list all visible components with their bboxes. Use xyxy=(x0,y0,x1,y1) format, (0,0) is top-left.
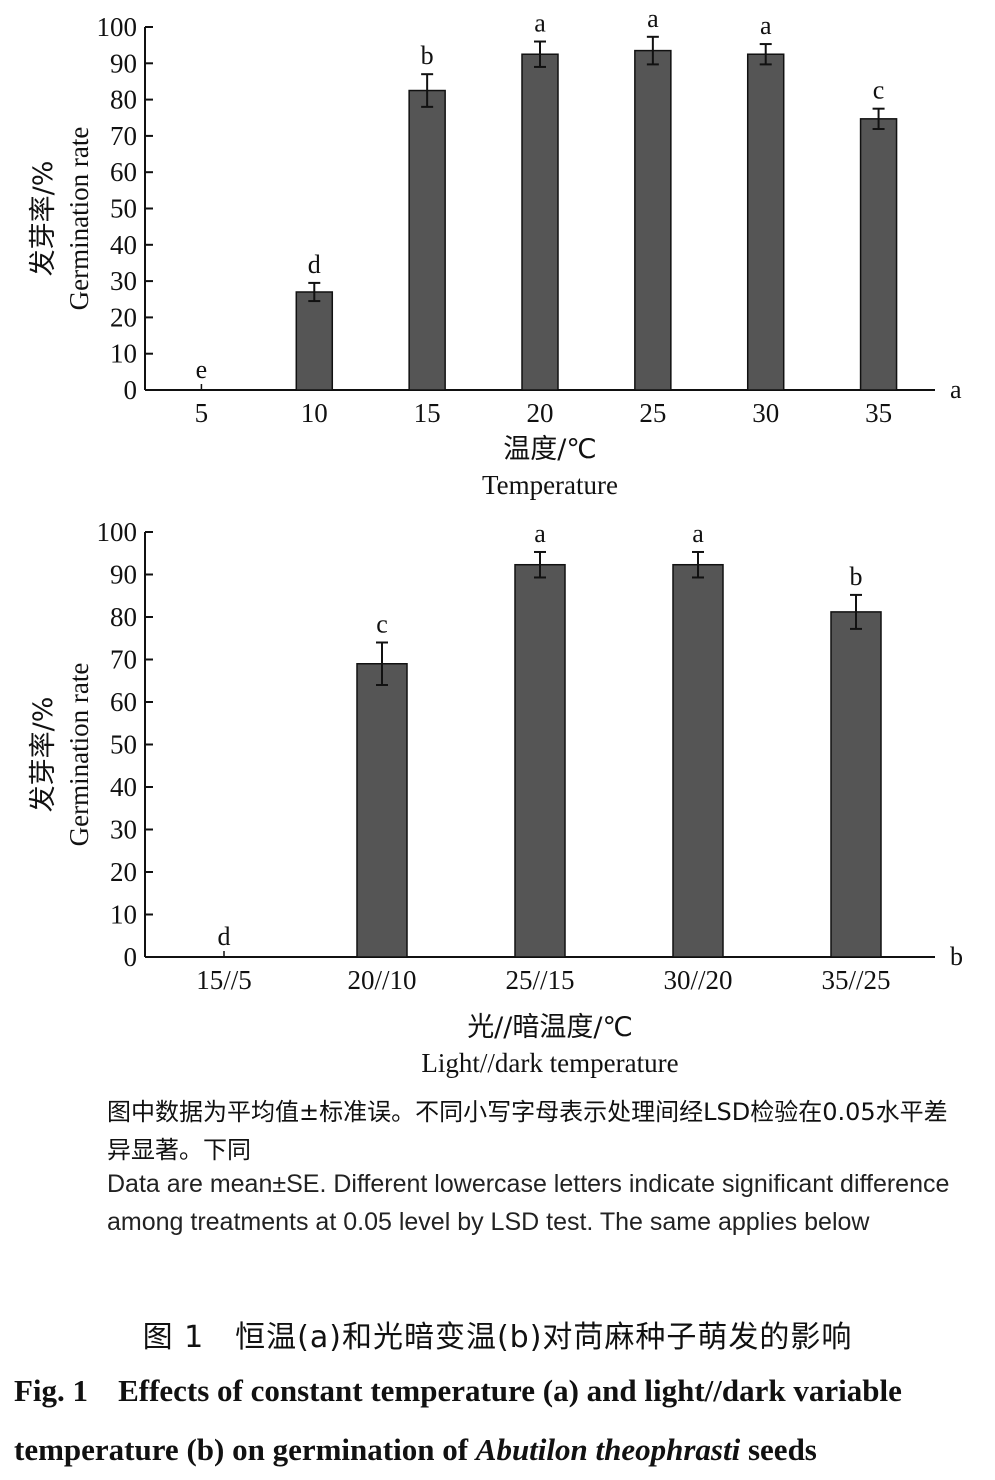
panel-b-y-tick-label: 90 xyxy=(110,560,137,590)
figure-note-chinese: 图中数据为平均值±标准误。不同小写字母表示处理间经LSD检验在0.05水平差异显… xyxy=(107,1098,948,1164)
panel-b-y-tick-label: 50 xyxy=(110,730,137,760)
panel-a-y-tick-label: 60 xyxy=(110,157,137,187)
panel-b-significance-letter: d xyxy=(218,922,231,951)
panel-a-y-tick-label: 0 xyxy=(124,375,138,405)
figure-caption-english-line2: temperature (b) on germination of Abutil… xyxy=(14,1432,989,1468)
panel-a-y-tick-label: 40 xyxy=(110,230,137,260)
panel-a-y-axis-title-en: Germination rate xyxy=(64,127,94,311)
panel-a-y-tick-label: 50 xyxy=(110,194,137,224)
panel-b-y-tick-label: 60 xyxy=(110,687,137,717)
panel-a-y-tick-label: 90 xyxy=(110,48,137,78)
panel-a-x-tick-label: 15 xyxy=(414,398,441,428)
panel-a-significance-letter: a xyxy=(534,9,546,38)
panel-b-y-tick-label: 40 xyxy=(110,772,137,802)
panel-a-bar xyxy=(859,118,898,391)
panel-a-bar xyxy=(408,89,446,391)
species-name: Abutilon theophrasti xyxy=(475,1432,741,1467)
panel-a-significance-letter: d xyxy=(308,250,321,279)
panel-b-bar xyxy=(830,611,882,958)
panel-a-x-tick-label: 20 xyxy=(527,398,554,428)
panel-a-y-tick-label: 10 xyxy=(110,339,137,369)
panel-a-y-tick-label: 80 xyxy=(110,85,137,115)
panel-b-y-tick-label: 70 xyxy=(110,645,137,675)
panel-b-tag: b xyxy=(950,942,963,971)
panel-a-x-tick-label: 10 xyxy=(301,398,328,428)
panel-b-bar xyxy=(514,563,566,958)
panel-a-y-axis-title-zh: 发芽率/% xyxy=(28,161,59,277)
panel-b-y-tick-label: 30 xyxy=(110,815,137,845)
panel-a-y-tick-label: 70 xyxy=(110,121,137,151)
panel-b-x-tick-label: 25//15 xyxy=(505,965,574,995)
panel-b-y-tick-label: 10 xyxy=(110,900,137,930)
panel-b-significance-letter: c xyxy=(376,610,388,639)
figure-caption-chinese: 图 1 恒温(a)和光暗变温(b)对苘麻种子萌发的影响 xyxy=(142,1320,853,1355)
panel-a-x-tick-label: 25 xyxy=(639,398,666,428)
panel-b-x-tick-label: 15//5 xyxy=(196,965,252,995)
panel-a-significance-letter: e xyxy=(196,355,208,384)
panel-a-x-axis-title-en: Temperature xyxy=(482,470,618,500)
panel-a-x-axis-title-zh: 温度/℃ xyxy=(503,434,596,465)
caption-english-text-2a: temperature (b) on germination of xyxy=(14,1432,476,1467)
caption-english-text-2b: seeds xyxy=(740,1432,817,1467)
panel-a-significance-letter: c xyxy=(873,76,885,105)
panel-b-significance-letter: b xyxy=(850,562,863,591)
panel-a-bar xyxy=(746,53,785,391)
panel-b-y-axis-title-en: Germination rate xyxy=(64,663,94,847)
figure-note-english: Data are mean±SE. Different lowercase le… xyxy=(107,1170,950,1236)
panel-a-y-tick-label: 100 xyxy=(97,12,138,42)
panel-a-bar xyxy=(295,291,334,391)
figure-canvas: 01020304050607080901005e10d15b20a25a30a3… xyxy=(28,4,963,1078)
panel-b-x-tick-label: 35//25 xyxy=(821,965,890,995)
panel-a-significance-letter: a xyxy=(760,11,772,40)
panel-b-y-tick-label: 100 xyxy=(97,517,138,547)
panel-b-y-tick-label: 80 xyxy=(110,602,137,632)
panel-b-significance-letter: a xyxy=(534,519,546,548)
panel-b-y-tick-label: 20 xyxy=(110,857,137,887)
figure-number: Fig. 1 xyxy=(14,1373,89,1408)
caption-english-text-1: Effects of constant temperature (a) and … xyxy=(118,1373,902,1408)
panel-b-x-axis-title-en: Light//dark temperature xyxy=(421,1048,678,1078)
figure-caption-english-line1: Fig. 1 Effects of constant temperature (a… xyxy=(14,1373,989,1409)
panel-b-bar xyxy=(356,663,408,958)
panel-a-y-tick-label: 20 xyxy=(110,302,137,332)
panel-b-y-axis-title-zh: 发芽率/% xyxy=(28,697,59,813)
panel-a-bar xyxy=(521,53,559,391)
panel-b-y-tick-label: 0 xyxy=(124,942,138,972)
panel-b-x-tick-label: 30//20 xyxy=(663,965,732,995)
panel-b-x-axis-title-zh: 光//暗温度/℃ xyxy=(467,1012,633,1043)
panel-b-x-tick-label: 20//10 xyxy=(347,965,416,995)
panel-a-x-tick-label: 30 xyxy=(752,398,779,428)
panel-a-bar xyxy=(634,49,672,391)
panel-a-significance-letter: a xyxy=(647,4,659,33)
panel-a-tag: a xyxy=(950,375,962,404)
panel-a-significance-letter: b xyxy=(421,41,434,70)
panel-a-x-tick-label: 5 xyxy=(195,398,209,428)
panel-b-significance-letter: a xyxy=(692,519,704,548)
panel-b-bar xyxy=(672,563,724,958)
panel-a-x-tick-label: 35 xyxy=(865,398,892,428)
panel-a-y-tick-label: 30 xyxy=(110,266,137,296)
